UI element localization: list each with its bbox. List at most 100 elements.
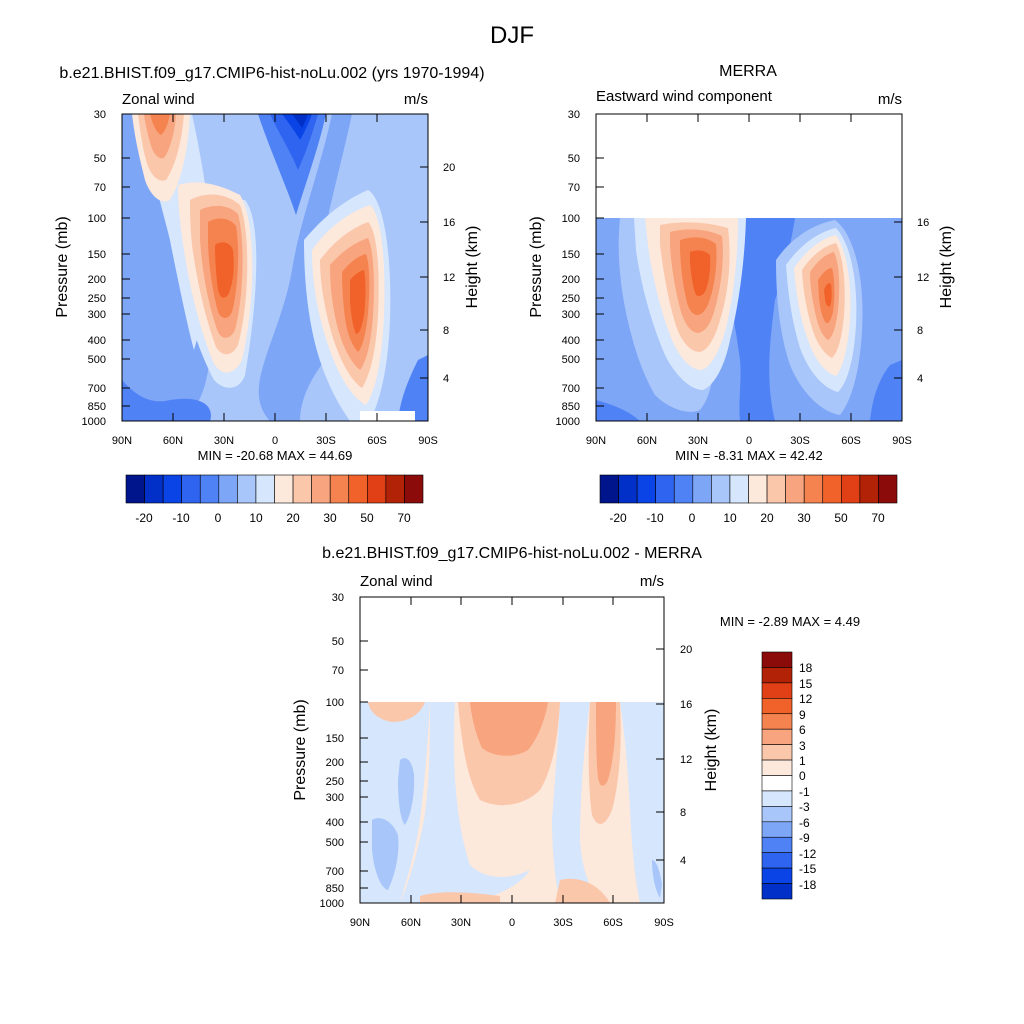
y-tick-label: 300 [562,309,580,321]
colorbar-swatch [311,474,331,504]
panel-model-left-label: Zonal wind [122,91,195,108]
colorbar-label: -6 [799,816,810,830]
colorbar-label: 70 [397,511,411,525]
colorbar-swatch [761,682,793,699]
y-tick-label: 150 [88,249,106,261]
x-tick-label: 60N [637,435,657,447]
panel-obs-ylabel-right: Height (km) [938,226,955,309]
panel-obs-contour-field [596,218,902,421]
y-tick-label: 400 [562,335,580,347]
y-tick-label: 200 [326,757,344,769]
y-tick-label: 30 [332,592,344,604]
panel-obs-x-axis: 90N 60N 30N 0 30S 60S 90S [586,114,912,447]
x-tick-label: 0 [272,435,278,447]
panel-diff-title: b.e21.BHIST.f09_g17.CMIP6-hist-noLu.002 … [322,545,702,562]
colorbar-swatch [761,836,793,853]
height-tick-label: 20 [680,644,692,656]
y-tick-label: 700 [562,383,580,395]
y-tick-label: 300 [88,309,106,321]
colorbar-swatch [162,474,182,504]
colorbar-label: 30 [797,511,811,525]
colorbar-label: 3 [799,739,806,753]
y-tick-label: 100 [562,213,580,225]
colorbar-swatch [761,790,793,807]
colorbar-swatch [274,474,294,504]
colorbar-swatch [367,474,387,504]
y-tick-label: 150 [326,733,344,745]
y-tick-label: 1000 [82,416,106,428]
y-tick-label: 150 [562,249,580,261]
colorbar-swatch [803,474,824,504]
colorbar-label: 10 [723,511,737,525]
y-tick-label: 400 [88,335,106,347]
colorbar-swatch [761,698,793,715]
x-tick-label: 60S [367,435,387,447]
colorbar-swatch [766,474,786,504]
x-tick-label: 60S [841,435,861,447]
colorbar-label: 6 [799,723,806,737]
colorbar-label: 18 [799,661,813,675]
panel-obs-colorbar-labels: -20 -10 0 10 20 30 50 70 [609,511,885,525]
panel-diff-colorbar [761,651,793,900]
colorbar-label: 20 [286,511,300,525]
height-tick-label: 4 [680,855,686,867]
y-tick-label: 700 [326,866,344,878]
panel-diff-left-label: Zonal wind [360,573,433,590]
colorbar-swatch [761,867,793,884]
y-tick-label: 30 [568,109,580,121]
panel-obs-title: MERRA [719,63,777,80]
panel-model-colorbar-labels: -20 -10 0 10 20 30 50 70 [135,511,411,525]
panel-obs-y-axis: 30 50 70 100 150 200 250 300 400 500 700… [556,109,604,428]
panel-model-colorbar [125,474,424,504]
y-tick-label: 200 [88,274,106,286]
colorbar-swatch [144,474,164,504]
height-tick-label: 12 [917,272,929,284]
colorbar-swatch [729,474,749,504]
panel-model: b.e21.BHIST.f09_g17.CMIP6-hist-noLu.002 … [54,65,485,525]
panel-diff-colorbar-labels: 18 15 12 9 6 3 1 0 -1 -3 -6 -9 -12 -15 -… [799,661,817,892]
panel-obs: MERRA Eastward wind component m/s 30 [528,63,955,525]
colorbar-label: 30 [323,511,337,525]
y-tick-label: 70 [332,665,344,677]
y-tick-label: 500 [326,837,344,849]
colorbar-swatch [711,474,731,504]
colorbar-swatch [404,474,424,504]
colorbar-swatch [748,474,768,504]
y-tick-label: 50 [568,153,580,165]
colorbar-swatch [348,474,368,504]
x-tick-label: 30S [553,917,573,929]
x-tick-label: 30N [214,435,234,447]
x-tick-label: 60S [603,917,623,929]
panel-obs-colorbar [599,474,898,504]
colorbar-swatch [237,474,257,504]
panel-diff-contour-field [360,702,664,903]
colorbar-swatch [761,713,793,730]
height-tick-label: 20 [443,162,455,174]
height-tick-label: 4 [917,373,923,385]
x-tick-label: 0 [509,917,515,929]
y-tick-label: 70 [94,182,106,194]
colorbar-label: -1 [799,785,810,799]
colorbar-swatch [636,474,656,504]
colorbar-label: 70 [871,511,885,525]
x-tick-label: 30S [790,435,810,447]
colorbar-swatch [761,728,793,745]
colorbar-swatch [878,474,898,504]
x-tick-label: 60N [163,435,183,447]
colorbar-label: 9 [799,708,806,722]
colorbar-swatch [761,883,793,900]
y-tick-label: 50 [94,153,106,165]
colorbar-swatch [218,474,238,504]
height-tick-label: 8 [917,325,923,337]
height-tick-label: 8 [680,807,686,819]
colorbar-label: -20 [609,511,627,525]
panel-diff-units-label: m/s [640,573,664,590]
y-tick-label: 100 [88,213,106,225]
colorbar-label: -10 [646,511,664,525]
y-tick-label: 850 [326,883,344,895]
colorbar-swatch [692,474,712,504]
y-tick-label: 50 [332,636,344,648]
panel-obs-min-max: MIN = -8.31 MAX = 42.42 [675,448,822,463]
colorbar-label: 0 [799,769,806,783]
